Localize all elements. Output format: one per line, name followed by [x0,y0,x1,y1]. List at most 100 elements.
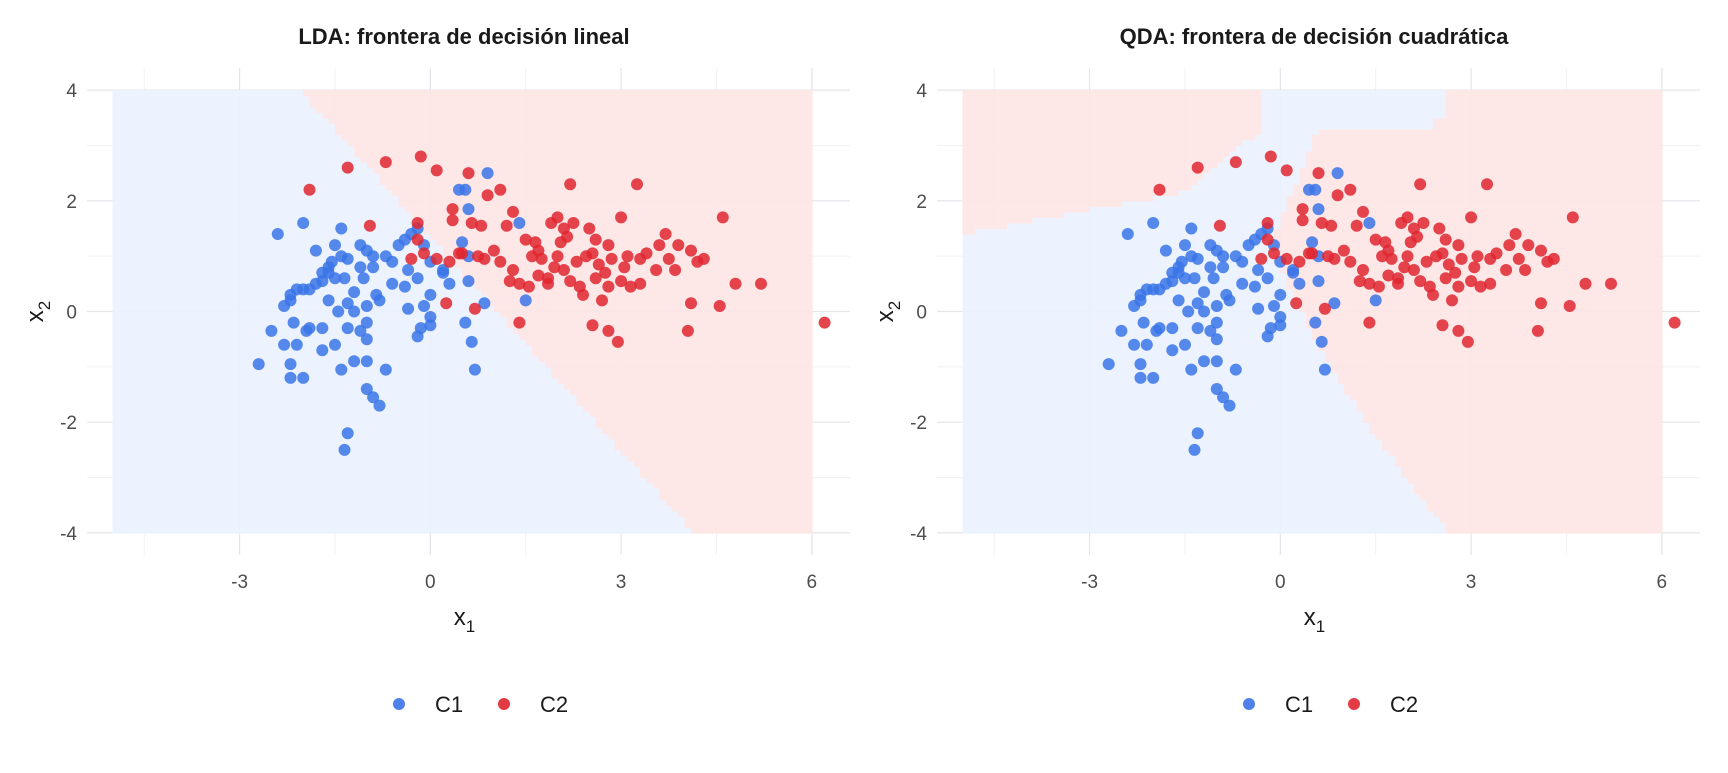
y-tick-label: 0 [66,303,77,324]
point-c1 [386,277,399,290]
region-cell-c2 [1439,516,1663,523]
region-cell-c2 [1375,433,1663,440]
region-cell-c2 [487,300,813,307]
region-cell-c2 [1273,245,1663,252]
region-cell-c2 [360,156,813,163]
region-cell-c1 [962,383,1345,390]
region-cell-c1 [112,311,501,318]
region-cell-c1 [962,245,1275,252]
point-c2 [1452,280,1465,293]
point-c2 [1296,214,1309,227]
point-c2 [1420,255,1433,268]
region-cell-c1 [112,516,686,523]
point-c1 [341,252,354,265]
point-c2 [1357,205,1369,218]
region-cell-c2 [303,90,813,97]
point-c1 [360,316,373,329]
region-cell-c1 [112,505,673,512]
y-tick-label: -2 [60,413,77,434]
point-c2 [443,255,456,268]
region-cell-c1 [1235,145,1313,152]
point-c2 [1255,252,1268,265]
point-c1 [459,316,472,329]
data-points [1102,150,1681,456]
region-cell-c1 [962,289,1294,296]
region-cell-c2 [678,510,813,517]
region-cell-c2 [1394,460,1663,468]
region-cell-c2 [1337,377,1663,385]
point-c1 [1315,335,1328,348]
point-c2 [1363,277,1376,290]
point-c2 [599,266,612,279]
point-c1 [360,333,373,346]
point-c1 [1207,272,1220,285]
point-c1 [265,324,278,337]
region-cell-c2 [1293,189,1663,196]
region-cell-c2 [1445,527,1663,534]
region-cell-c2 [1432,123,1663,130]
region-cell-c2 [671,505,813,512]
region-cell-c2 [538,355,813,362]
region-cell-c1 [112,383,565,390]
region-cell-c2 [1280,222,1663,230]
region-cell-c2 [1337,372,1663,379]
region-cell-c2 [354,145,813,152]
region-cell-c2 [525,339,813,346]
region-cell-c1 [112,234,431,241]
region-cell-c1 [112,173,381,180]
point-c1 [456,236,469,249]
point-c2 [1293,255,1306,268]
point-c2 [1484,277,1497,290]
region-cell-c2 [652,483,813,490]
region-cell-c2 [1401,466,1663,473]
point-c2 [1229,156,1242,169]
region-cell-c2 [398,195,813,202]
point-c1 [1179,338,1191,351]
point-c2 [1353,275,1366,288]
point-c1 [1309,316,1322,329]
region-cell-c1 [1089,206,1288,213]
region-cell-c1 [112,416,597,423]
region-cell-c2 [962,112,1262,119]
region-cell-c1 [1223,156,1307,163]
point-c2 [507,205,519,218]
point-c2 [507,264,519,276]
region-cell-c1 [962,521,1447,528]
point-c1 [1261,272,1274,285]
point-c2 [1490,247,1503,260]
point-c2 [567,217,580,229]
region-cell-c2 [684,521,813,528]
x-axis-label: x1 [454,604,475,636]
point-c2 [475,219,488,232]
x-tick-label: -3 [231,572,248,593]
point-c1 [1188,272,1201,285]
region-cell-c2 [493,305,813,313]
region-cell-c2 [1305,322,1663,329]
region-cell-c2 [962,167,1211,174]
x-tick-label: 3 [616,572,627,593]
point-c2 [1531,324,1544,337]
point-c1 [1128,300,1141,312]
region-cell-c2 [962,206,1091,213]
region-cell-c1 [112,151,355,158]
region-cell-c1 [112,527,692,534]
region-cell-c2 [1299,173,1663,180]
region-cell-c2 [379,178,813,185]
decision-region [962,90,1663,534]
point-c1 [1191,322,1204,335]
region-cell-c2 [1343,383,1663,390]
legend-marker-c1 [393,698,405,710]
region-cell-c1 [962,455,1396,462]
point-c2 [669,264,682,276]
region-cell-c1 [112,477,648,484]
point-c1 [513,217,526,229]
region-cell-c2 [443,245,813,252]
region-cell-c2 [1305,151,1663,158]
region-cell-c1 [112,471,641,479]
point-c2 [716,211,729,224]
region-cell-c2 [962,151,1231,158]
region-cell-c2 [640,466,813,473]
point-c2 [1433,222,1446,235]
point-c2 [1376,250,1389,263]
region-cell-c1 [112,134,342,141]
